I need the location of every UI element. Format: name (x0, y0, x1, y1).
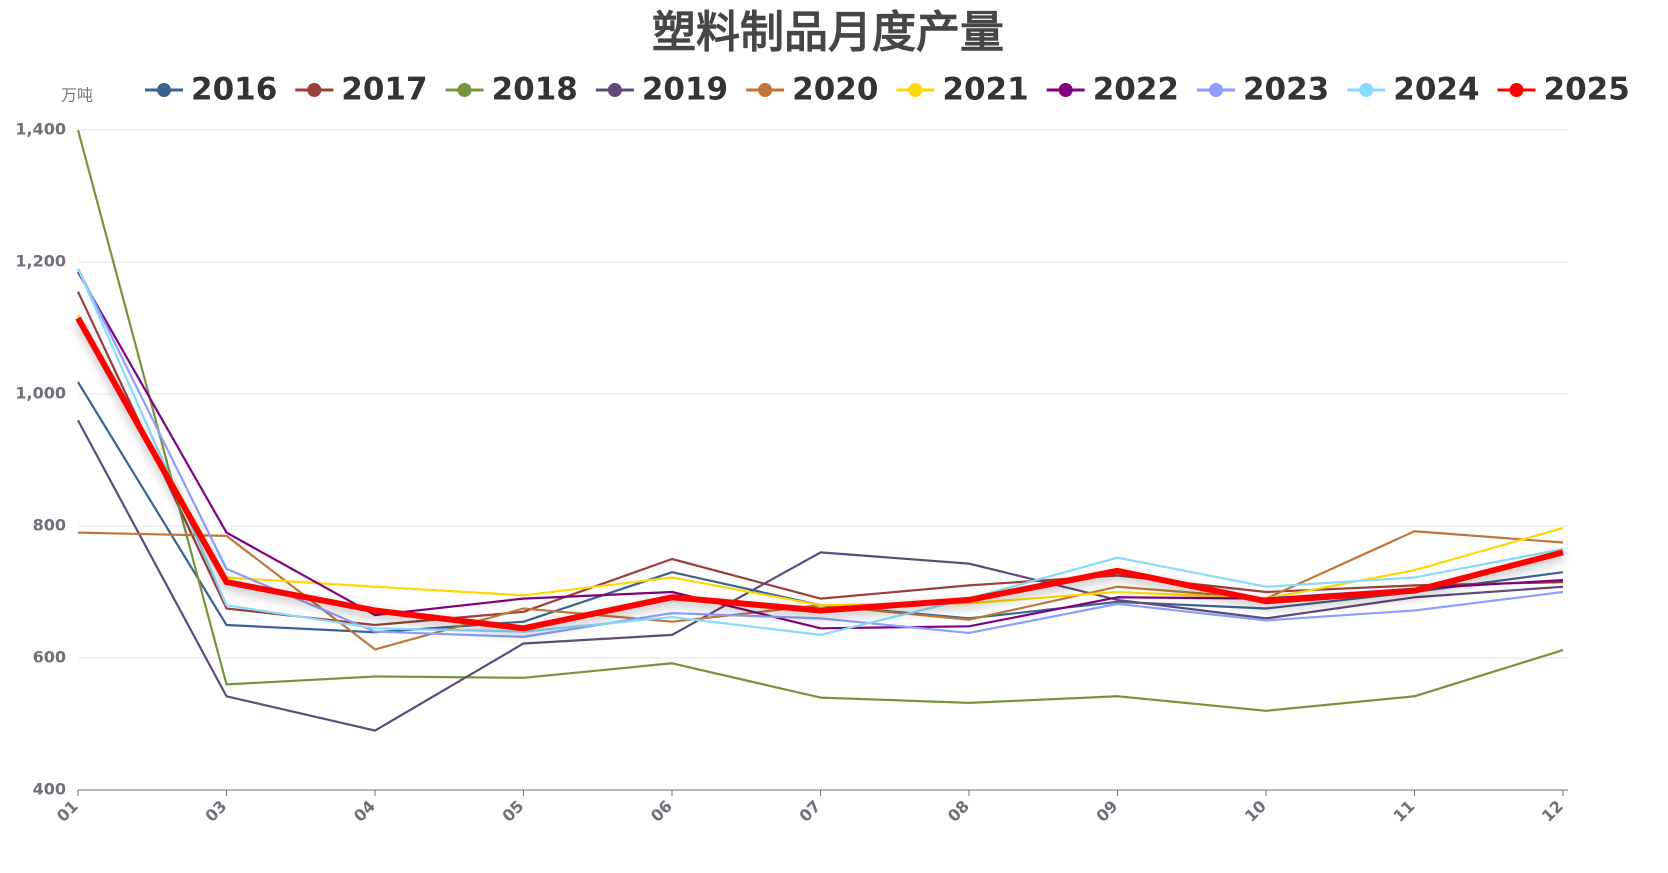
series-line (76, 268, 1564, 636)
legend-label: 2017 (341, 72, 427, 108)
series-line (77, 314, 1564, 607)
legend-marker (457, 83, 472, 97)
legend-label: 2023 (1243, 72, 1329, 108)
x-tick-label: 09 (1092, 797, 1121, 826)
legend-label: 2024 (1393, 72, 1479, 108)
series-line (77, 419, 1564, 732)
legend-label: 2019 (642, 72, 728, 108)
chart-title: 塑料制品月度产量 (652, 7, 1004, 58)
series-line (76, 129, 1564, 712)
legend-label: 2020 (792, 72, 878, 108)
x-tick-label: 05 (498, 797, 527, 826)
legend-marker (758, 83, 773, 97)
series-line (77, 271, 1564, 630)
legend-marker (1509, 83, 1524, 97)
legend-marker (307, 83, 322, 97)
y-tick-label: 600 (33, 648, 66, 667)
y-tick-label: 1,200 (15, 252, 66, 271)
x-tick-label: 04 (350, 797, 379, 826)
x-tick-label: 06 (647, 797, 676, 826)
x-tick-label: 12 (1538, 797, 1567, 826)
x-tick-label: 01 (53, 797, 82, 826)
legend-marker (908, 83, 923, 97)
x-tick-label: 03 (201, 797, 230, 826)
series-line (77, 268, 1564, 638)
y-unit: 万吨 (61, 86, 93, 105)
x-tick-label: 11 (1389, 797, 1418, 826)
series-line (77, 530, 1564, 651)
legend-marker (1208, 83, 1223, 97)
y-tick-label: 1,400 (15, 120, 66, 139)
legend-label: 2016 (191, 72, 277, 108)
y-tick-label: 1,000 (15, 384, 66, 403)
legend-label: 2022 (1093, 72, 1179, 108)
legend-marker (607, 83, 622, 97)
legend-label: 2018 (492, 72, 578, 108)
y-tick-label: 800 (33, 516, 66, 535)
x-tick-label: 07 (795, 797, 824, 826)
x-tick-label: 10 (1241, 797, 1270, 826)
legend-marker (1359, 83, 1374, 97)
legend-marker (1058, 83, 1073, 97)
legend-marker (157, 83, 171, 97)
legend-label: 2025 (1544, 72, 1630, 108)
legend-label: 2021 (942, 72, 1028, 108)
x-tick-label: 08 (944, 797, 973, 826)
y-tick-label: 400 (33, 780, 66, 799)
series-line (75, 316, 1564, 632)
